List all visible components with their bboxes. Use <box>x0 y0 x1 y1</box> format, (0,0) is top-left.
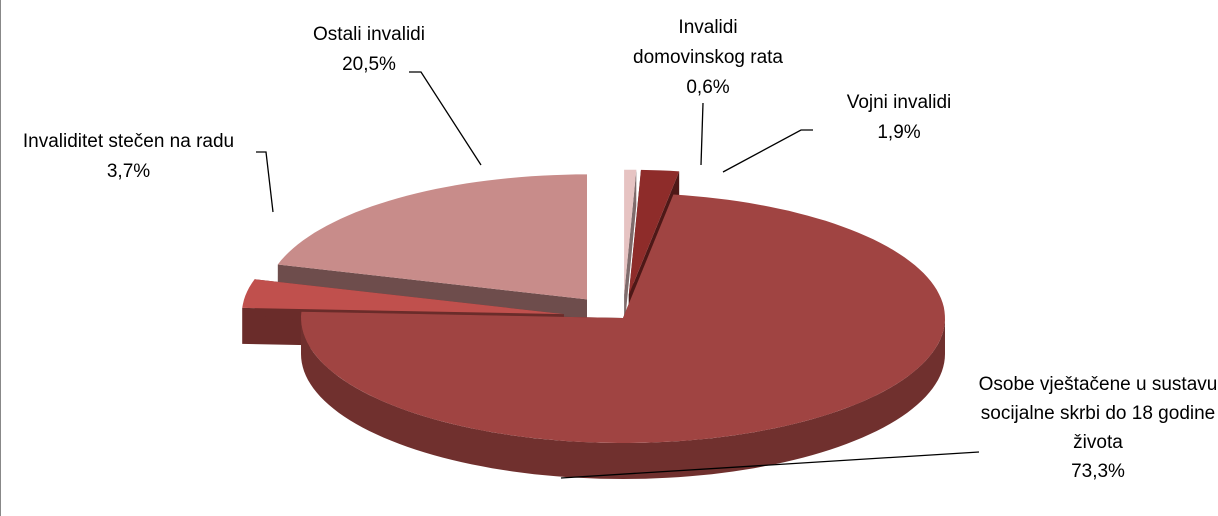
data-label: Vojni invalidi 1,9% <box>819 88 979 148</box>
slice <box>301 194 945 443</box>
slice <box>624 169 637 331</box>
label-name: Vojni invalidi <box>846 92 952 113</box>
slice <box>628 169 680 295</box>
data-label: Invalidi domovinskog rata 0,6% <box>623 13 793 103</box>
leader-line <box>722 129 813 173</box>
label-value: 3,7% <box>106 161 151 182</box>
label-name: Invalidi domovinskog rata <box>633 17 783 68</box>
label-name: Osobe vještačene u sustavu socijalne skr… <box>978 374 1218 453</box>
leader-line <box>256 151 274 213</box>
slice <box>277 174 587 300</box>
label-value: 1,9% <box>877 122 921 143</box>
label-value: 20,5% <box>342 54 396 75</box>
data-label: Invaliditet stečen na radu 3,7% <box>6 127 251 187</box>
label-value: 0,6% <box>686 77 730 98</box>
slice <box>624 169 637 295</box>
label-name: Ostali invalidi <box>313 24 425 45</box>
label-name: Invaliditet stečen na radu <box>22 131 235 152</box>
leader-line <box>560 451 980 479</box>
data-label: Osobe vještačene u sustavu socijalne skr… <box>973 370 1218 486</box>
leader-line <box>409 71 482 166</box>
slice <box>242 279 564 315</box>
leader-line <box>700 102 704 166</box>
label-value: 73,3% <box>1071 461 1125 482</box>
slice-wall <box>301 318 945 479</box>
slice <box>301 194 945 479</box>
data-label: Ostali invalidi 20,5% <box>284 20 454 80</box>
slice-side <box>624 169 637 331</box>
